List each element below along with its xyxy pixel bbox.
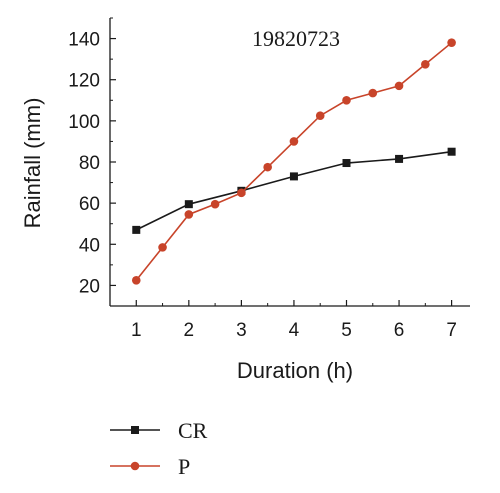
data-point [342, 159, 351, 168]
data-point [210, 199, 220, 209]
legend-label: CR [178, 418, 208, 443]
data-point [447, 38, 456, 47]
series-p [131, 38, 456, 285]
series-line-cr [135, 150, 452, 231]
y-tick-label: 80 [79, 153, 100, 174]
data-point [289, 137, 299, 146]
y-tick-label: 20 [79, 276, 100, 297]
axes: 20 40 60 80 100 120 140 1 2 3 4 5 6 7 [68, 17, 470, 341]
data-point [315, 111, 325, 121]
chart-title: 19820723 [252, 26, 340, 51]
data-point [158, 243, 167, 252]
data-point [421, 59, 430, 69]
data-point [394, 81, 404, 91]
legend-item-cr: CR [110, 418, 208, 443]
legend-marker [130, 461, 140, 471]
y-tick-label: 140 [68, 30, 100, 51]
series-cr [132, 147, 456, 234]
x-tick-label: 1 [131, 320, 142, 341]
data-point [263, 162, 272, 172]
y-tick-label: 60 [79, 194, 100, 215]
x-axis-title: Duration (h) [237, 358, 353, 383]
data-point [289, 172, 298, 181]
x-tick-label: 7 [446, 320, 457, 341]
y-tick-label: 40 [79, 235, 100, 256]
series-layer [131, 38, 456, 285]
data-point [368, 88, 378, 98]
x-tick-label: 2 [184, 320, 195, 341]
legend-label: P [178, 454, 190, 479]
data-point [395, 154, 404, 163]
legend: CR P [110, 418, 208, 479]
y-tick-label: 100 [68, 112, 100, 133]
y-axis-title: Rainfall (mm) [20, 98, 45, 229]
data-point [184, 210, 194, 219]
data-point [237, 188, 246, 198]
legend-marker [131, 426, 139, 434]
series-line-p [135, 42, 453, 281]
x-tick-label: 4 [289, 320, 300, 341]
data-point [342, 95, 351, 105]
data-point [447, 147, 456, 156]
x-tick-label: 3 [236, 320, 247, 341]
data-point [184, 200, 193, 209]
y-tick-label: 120 [68, 71, 100, 92]
x-tick-label: 6 [394, 320, 405, 341]
legend-item-p: P [110, 454, 190, 479]
data-point [131, 275, 141, 285]
x-tick-label: 5 [341, 320, 352, 341]
data-point [132, 225, 141, 234]
